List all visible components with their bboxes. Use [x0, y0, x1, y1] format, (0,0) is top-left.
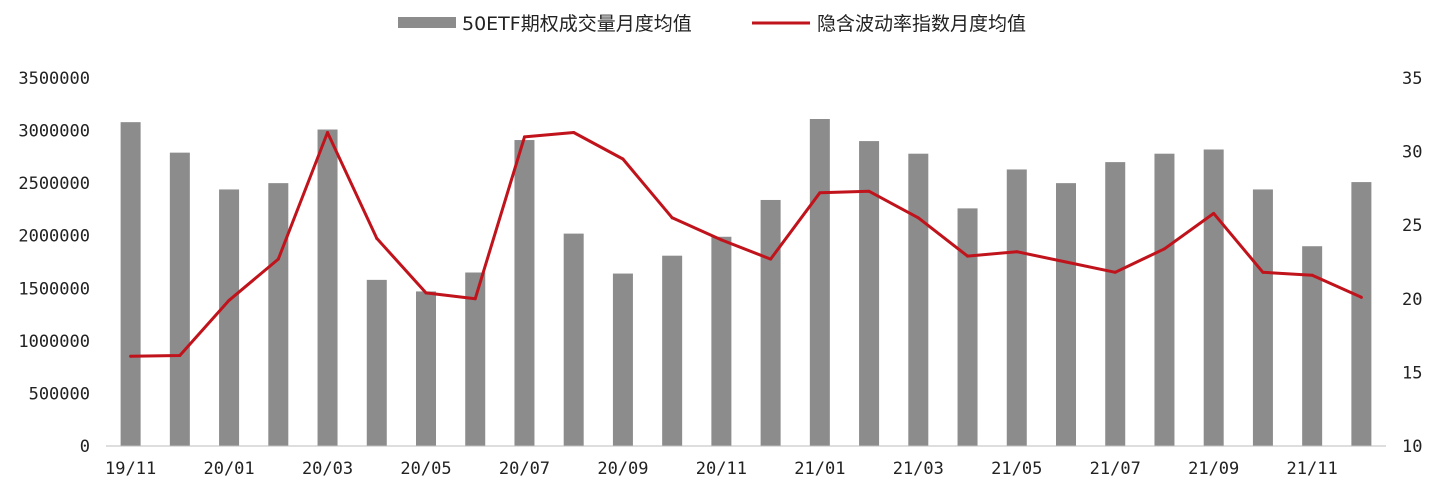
line-point: [129, 354, 133, 358]
line-point: [1064, 260, 1068, 264]
line-point: [572, 130, 576, 134]
right-axis-tick-label: 30: [1402, 143, 1422, 163]
bar: [366, 279, 387, 446]
x-axis-tick-label: 21/03: [893, 459, 944, 479]
bar: [760, 199, 781, 446]
line-point: [1310, 273, 1314, 277]
bar: [957, 208, 978, 446]
bar: [1105, 162, 1126, 446]
left-axis-tick-label: 2500000: [18, 174, 90, 194]
legend-swatch-bar: [398, 17, 456, 28]
bar: [219, 189, 240, 447]
line-point: [1212, 211, 1216, 215]
line-point: [473, 297, 477, 301]
x-axis-tick-label: 21/09: [1188, 459, 1239, 479]
left-axis: 0 500000 1000000 1500000 2000000 2500000 30000…: [18, 69, 90, 457]
bar: [1351, 182, 1372, 446]
legend-label-line: 隐含波动率指数月度均值: [817, 13, 1026, 35]
line-point: [867, 189, 871, 193]
line-point: [1162, 247, 1166, 251]
line-point: [621, 157, 625, 161]
left-axis-tick-label: 1500000: [18, 279, 90, 299]
line-point: [1113, 270, 1117, 274]
bar: [268, 183, 289, 446]
x-axis-tick-label: 20/01: [203, 459, 254, 479]
right-axis-tick-label: 15: [1402, 363, 1422, 383]
line-point: [1015, 250, 1019, 254]
line-point: [178, 353, 182, 357]
x-axis-tick-label: 21/05: [991, 459, 1042, 479]
line-point: [818, 191, 822, 195]
x-axis-tick-label: 20/05: [400, 459, 451, 479]
bar: [514, 140, 535, 446]
line-path: [130, 131, 1363, 358]
line-point: [916, 216, 920, 220]
line-point: [1261, 270, 1265, 274]
bar: [612, 273, 633, 446]
right-axis-tick-label: 10: [1402, 437, 1422, 457]
line-point: [522, 135, 526, 139]
right-axis-tick-label: 35: [1402, 69, 1422, 89]
bar: [1203, 149, 1224, 447]
right-axis-tick-label: 20: [1402, 290, 1422, 310]
x-axis-tick-label: 21/11: [1287, 459, 1338, 479]
line-point: [326, 130, 330, 134]
x-axis-tick-label: 21/01: [794, 459, 845, 479]
right-axis-tick-label: 25: [1402, 216, 1422, 236]
bar: [809, 119, 830, 447]
bar: [859, 141, 880, 447]
line-point: [670, 216, 674, 220]
x-axis: 19/11 20/01 20/03 20/05 20/07 20/09 20/11 21/01…: [105, 459, 1338, 479]
bar: [662, 255, 683, 446]
left-axis-tick-label: 0: [80, 437, 90, 457]
x-axis-tick-label: 21/07: [1090, 459, 1141, 479]
bar: [1056, 183, 1076, 446]
line-point: [276, 257, 280, 261]
left-axis-tick-label: 1000000: [18, 332, 90, 352]
bar: [465, 272, 486, 446]
x-axis-tick-label: 20/03: [302, 459, 353, 479]
left-axis-tick-label: 3000000: [18, 122, 90, 142]
bar: [1006, 169, 1027, 446]
bar: [317, 129, 338, 446]
left-axis-tick-label: 3500000: [18, 69, 90, 89]
x-axis-tick-label: 20/09: [597, 459, 648, 479]
bar: [908, 153, 929, 446]
bar: [416, 291, 436, 446]
line-point: [769, 257, 773, 261]
x-axis-tick-label: 20/07: [499, 459, 550, 479]
bar: [1154, 153, 1175, 446]
legend: 50ETF期权成交量月度均值 隐含波动率指数月度均值: [398, 13, 1026, 35]
line-series: [129, 130, 1363, 358]
legend-label-bar: 50ETF期权成交量月度均值: [462, 13, 692, 35]
bar: [1302, 246, 1323, 446]
right-axis: 10 15 20 25 30 35: [1402, 69, 1422, 457]
line-point: [1359, 295, 1363, 299]
x-axis-tick-label: 19/11: [105, 459, 156, 479]
bar: [563, 233, 584, 446]
left-axis-tick-label: 2000000: [18, 227, 90, 247]
x-axis-tick-label: 20/11: [696, 459, 747, 479]
line-point: [424, 291, 428, 295]
line-point: [966, 254, 970, 258]
bar-series: [120, 119, 1372, 447]
bar: [120, 122, 141, 446]
line-point: [719, 238, 723, 242]
bar: [711, 236, 732, 446]
line-point: [375, 236, 379, 240]
bar: [1252, 189, 1273, 447]
bar: [169, 152, 190, 446]
left-axis-tick-label: 500000: [29, 384, 90, 404]
line-point: [227, 298, 231, 302]
